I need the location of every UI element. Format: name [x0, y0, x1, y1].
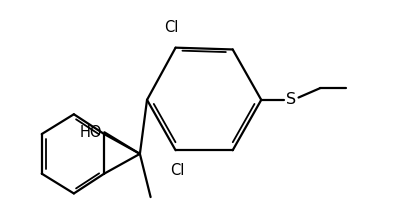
Text: S: S [286, 92, 296, 107]
Text: Cl: Cl [170, 163, 185, 178]
Text: HO: HO [80, 125, 102, 140]
Text: Cl: Cl [164, 20, 179, 35]
